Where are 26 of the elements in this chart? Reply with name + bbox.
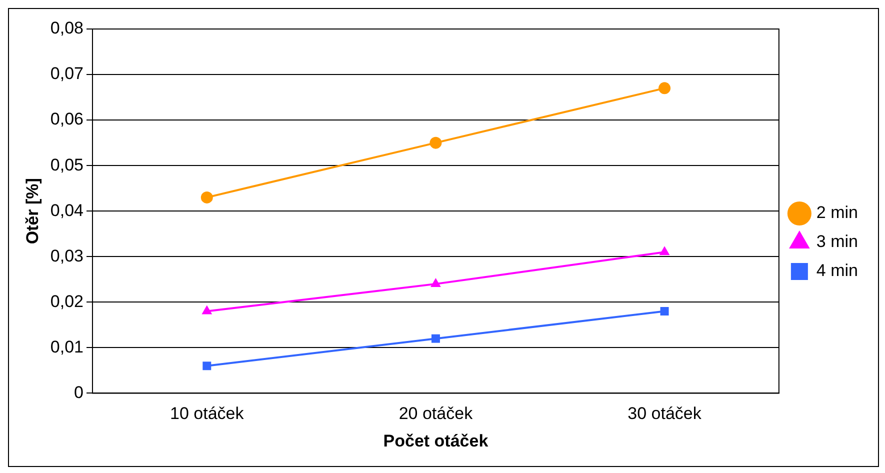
- x-axis-title: Počet otáček: [383, 431, 489, 450]
- x-tick-label: 20 otáček: [398, 404, 474, 424]
- x-tick-label: 30 otáček: [628, 404, 702, 424]
- point: [659, 246, 670, 256]
- y-tick-label: 0,04: [50, 200, 84, 220]
- legend-label: 3 min: [816, 232, 858, 252]
- legend-label: 4 min: [816, 261, 858, 280]
- y-axis-title: Otěr [%]: [22, 178, 42, 244]
- point: [431, 334, 440, 343]
- y-tick-label: 0: [74, 382, 84, 402]
- point: [658, 82, 671, 94]
- point: [430, 136, 442, 149]
- y-tick-label: 0,06: [50, 110, 84, 129]
- point: [430, 278, 441, 287]
- point: [200, 191, 213, 204]
- y-tick-label: 0,07: [50, 64, 84, 84]
- point: [660, 307, 669, 316]
- point: [202, 362, 212, 370]
- y-tick-label: 0,05: [50, 155, 84, 174]
- y-tick-label: 0,01: [50, 337, 84, 356]
- legend-label: 2 min: [816, 203, 858, 222]
- y-tick-label: 0,08: [50, 18, 84, 38]
- y-tick-label: 0,03: [50, 246, 84, 266]
- y-tick-label: 0,02: [50, 292, 84, 311]
- x-tick-label: 10 otáček: [170, 404, 244, 424]
- point: [202, 305, 212, 314]
